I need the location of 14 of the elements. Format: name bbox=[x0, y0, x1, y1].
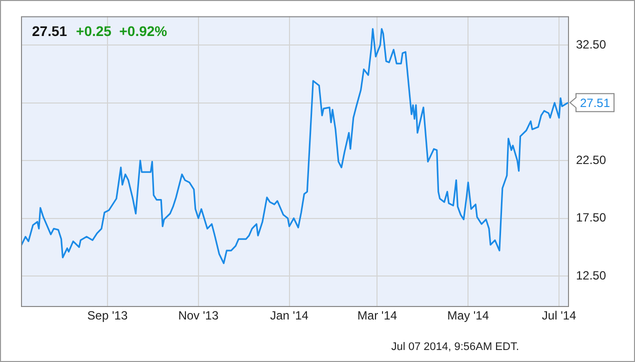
x-tick-label: Nov '13 bbox=[178, 308, 219, 323]
y-tick-label: 12.50 bbox=[576, 268, 606, 282]
y-tick-label: 17.50 bbox=[576, 210, 606, 225]
x-tick-label: Mar '14 bbox=[357, 308, 398, 323]
y-tick-label: 22.50 bbox=[576, 152, 606, 167]
x-tick-label: Sep '13 bbox=[87, 308, 128, 323]
text: 27.51 bbox=[32, 23, 68, 39]
text: +0.25 +0.92% bbox=[76, 23, 168, 39]
y-tick-label: 32.50 bbox=[576, 37, 606, 52]
x-tick-label: Jul '14 bbox=[542, 308, 577, 323]
x-tick-label: May '14 bbox=[447, 308, 490, 323]
text: Jul 07 2014, 9:56AM EDT. bbox=[391, 341, 519, 353]
x-tick-label: Jan '14 bbox=[270, 308, 309, 323]
annotation: 27.51 bbox=[580, 96, 610, 110]
